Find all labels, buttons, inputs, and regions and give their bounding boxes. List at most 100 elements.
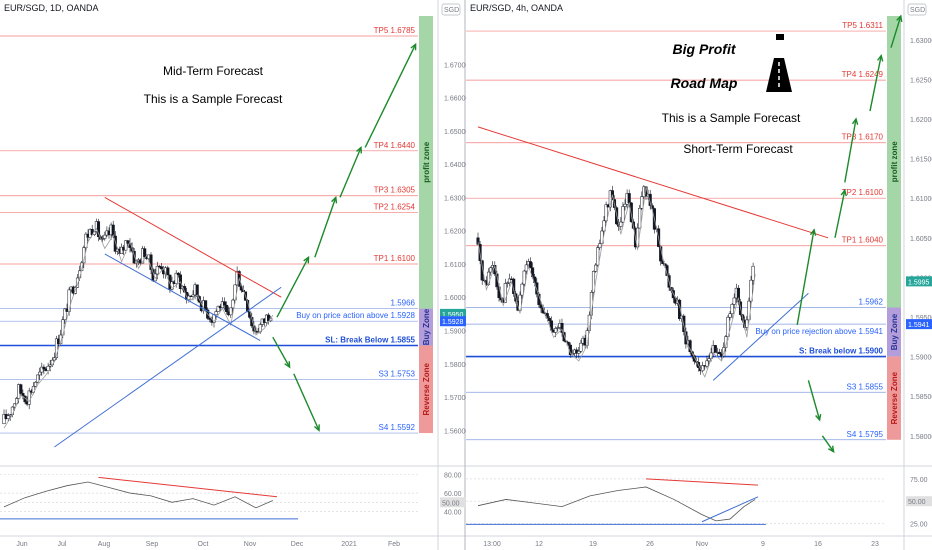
annotation-brand-2: Road Map [671,75,738,91]
candle-body [59,334,63,345]
level-label: S4 1.5592 [379,423,416,432]
forecast-arrow-head [303,255,310,264]
zone-label-buy: Buy Zone [422,308,431,345]
rsi-trend-line [645,478,759,486]
candle-body [113,235,117,252]
x-tick-label: 16 [814,541,822,548]
candle-body [46,366,50,371]
candle-body [577,350,581,354]
y-tick-label: 1.67000 [444,62,466,69]
y-tick-label: 1.59000 [444,329,466,336]
indicator-tick: 75.00 [910,477,928,484]
candle-body [489,267,493,273]
chart-svg-daily[interactable]: EUR/SGD, 1D, OANDA SGD 1.67000 1.66000 1.650… [0,0,466,550]
candle-body [75,277,80,288]
indicator-tick: 80.00 [444,473,462,480]
candle-body [159,266,164,270]
candle-body [623,203,627,207]
forecast-arrow-shaft [890,15,902,48]
x-tick-label: 9 [761,541,765,548]
candle-body [111,224,115,237]
candle-body [640,196,644,209]
panel-bg [466,0,932,550]
x-tick-label: 2021 [341,541,357,548]
candle-body [225,304,229,312]
candle-body [27,390,31,405]
chart-panel-daily[interactable]: EUR/SGD, 1D, OANDA SGD 1.67000 1.66000 1.650… [0,0,466,550]
forecast-arrow-shaft [314,197,337,258]
level-label: S: Break below 1.5900 [799,347,884,356]
y-tick-label: 1.58500 [910,394,932,401]
candle-body [707,358,711,362]
x-tick-label: 23 [871,541,879,548]
level-label: TP1 1.6040 [842,236,884,245]
last-price-tag-box [440,308,466,319]
candle-body [143,248,147,257]
forecast-arrow-shaft [276,256,310,318]
candle-body [52,357,56,361]
candle-body [724,336,728,348]
candle-body [728,313,732,318]
annotation-title: Mid-Term Forecast [163,64,264,78]
x-tick-label: 19 [589,541,597,548]
y-tick-label: 1.59500 [910,315,932,322]
forecast-arrow-head [410,42,417,51]
trend-line-resistance [477,126,829,239]
level-label: S4 1.5795 [847,430,884,439]
candle-body [648,193,652,206]
y-tick-label: 1.62500 [910,77,932,84]
candle-body [705,360,709,367]
candle-body [604,204,608,222]
road-icon [766,58,792,92]
candle-body [554,328,558,333]
moving-average-line [3,227,274,429]
zone-label-reverse: Reverse Zone [422,362,431,415]
forecast-arrow-head [877,54,884,62]
candle-body [598,243,602,248]
candle-body [216,305,220,312]
candle-body [204,300,208,311]
candle-body [101,238,105,240]
level-label: TP1 1.6100 [374,254,416,263]
entry-price-tag: 1.5928 [442,319,464,326]
chart-svg-4h[interactable]: EUR/SGD, 4h, OANDA SGD 1.63000 1.62500 1.620… [466,0,932,550]
candle-body [84,233,88,248]
finish-flag-icon [776,34,784,40]
panel-bg [0,0,466,550]
x-tick-label: 12 [535,541,543,548]
currency-badge-box [441,3,461,16]
candle-body [155,265,159,275]
x-tick-label: 26 [646,541,654,548]
zone-label-profit: profit zone [890,141,899,182]
candle-body [596,247,600,266]
forecast-arrow-head [331,195,338,204]
chart-panel-4h[interactable]: EUR/SGD, 4h, OANDA SGD 1.63000 1.62500 1.620… [466,0,932,550]
candle-body [732,297,736,305]
y-tick-label: 1.66000 [444,96,466,103]
candle-body [736,287,740,303]
candle-body [503,283,507,303]
candle-body [176,272,180,276]
level-label: TP3 1.6305 [374,186,416,195]
y-tick-label: 1.63000 [910,38,932,45]
trend-line-rising-support [712,292,809,381]
trend-line-channel-low [104,253,261,341]
x-tick-label: Dec [291,541,304,548]
x-tick-label: Jun [16,541,27,548]
forecast-arrow-head [284,361,291,369]
forecast-arrow-shaft [796,229,815,326]
rsi-trend-line [98,476,278,498]
candle-body [480,260,484,281]
x-tick-label: Sep [146,541,159,548]
candle-body [556,327,560,329]
indicator-value-tag-box [906,496,932,507]
candle-body [520,283,524,296]
y-tick-label: 1.58000 [444,362,466,369]
candle-body [619,221,623,227]
candle-body [591,271,596,293]
indicator-tick: 40.00 [444,510,462,517]
y-tick-label: 1.59000 [910,355,932,362]
chart-header: EUR/SGD, 4h, OANDA [470,3,563,13]
rsi-trend-line [701,496,759,523]
x-tick-label: Jul [58,541,67,548]
